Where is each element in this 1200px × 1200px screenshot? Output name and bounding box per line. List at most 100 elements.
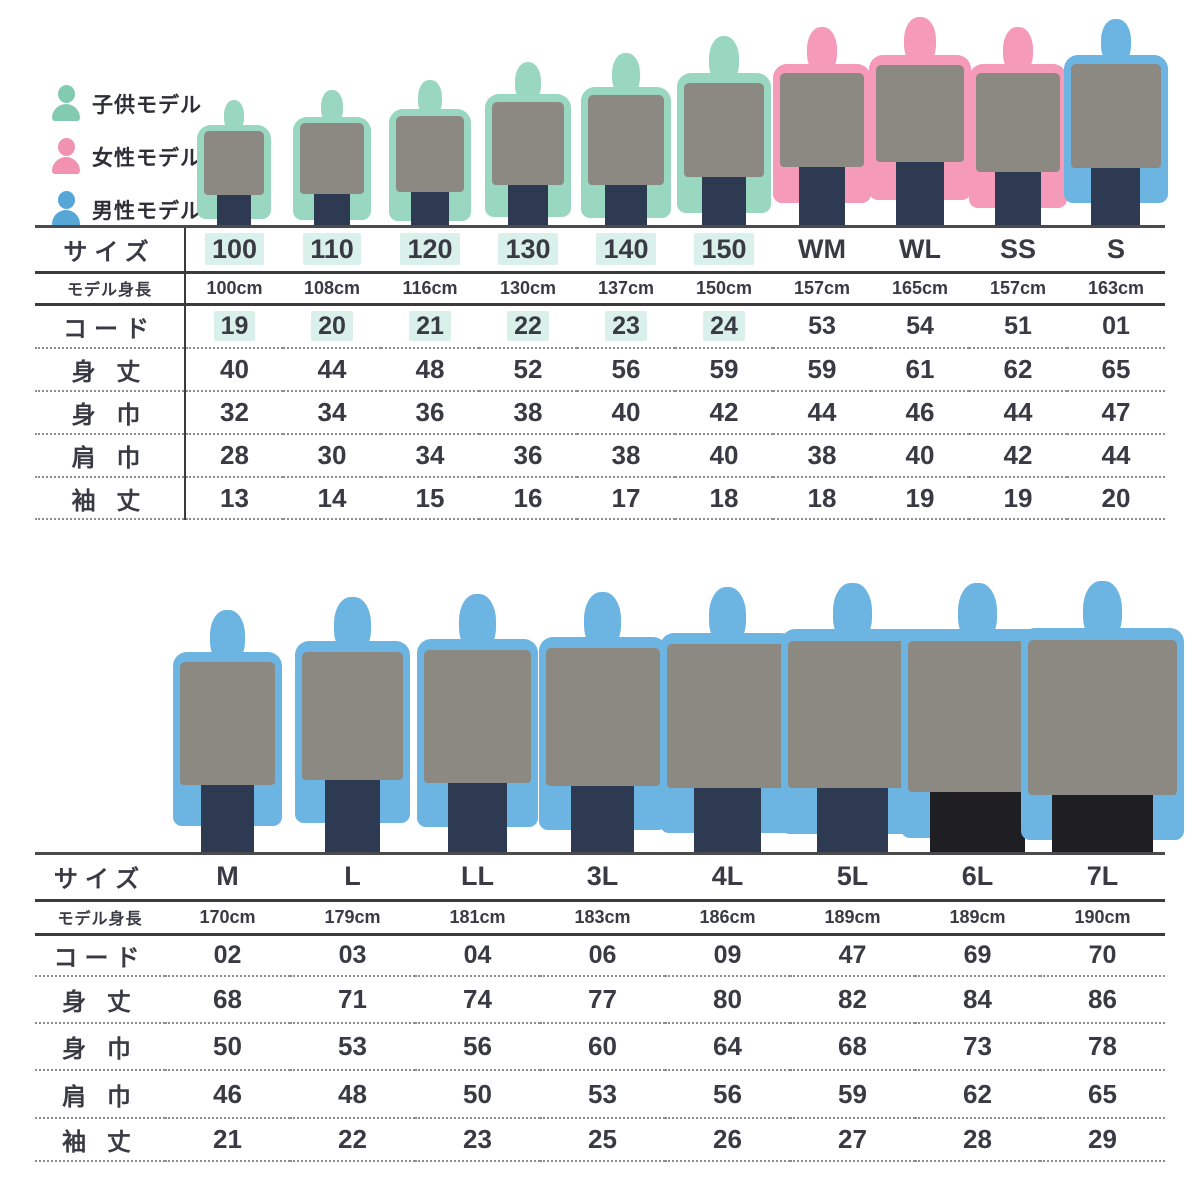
body_width-cell: 50 <box>165 1023 290 1071</box>
code-cell: 70 <box>1040 934 1165 977</box>
row-body_length: 身 丈 40 44 48 52 56 59 59 61 62 65 <box>35 348 1165 392</box>
row-body_width: 身 巾 32 34 36 38 40 42 44 46 44 47 <box>35 391 1165 435</box>
body_length-cell: 59 <box>675 348 773 392</box>
model-figure-130 <box>483 61 573 228</box>
sleeve_length-cell: 13 <box>185 477 283 520</box>
row-sleeve_length: 袖 丈 13 14 15 16 17 18 18 19 19 20 <box>35 477 1165 520</box>
person-shoulders-shape <box>52 210 80 227</box>
shoulder_width-cell: 34 <box>381 434 479 478</box>
model-legs <box>1052 790 1153 855</box>
ground-line <box>35 852 1165 855</box>
model_height-cell: 137cm <box>577 272 675 306</box>
model-head <box>958 582 997 643</box>
shoulder_width-cell: 50 <box>415 1070 540 1119</box>
size-cell: S <box>1067 228 1165 274</box>
model-figure-120 <box>387 79 473 229</box>
body_length-cell: 86 <box>1040 976 1165 1024</box>
shoulder_width-cell: 46 <box>165 1070 290 1119</box>
model-tshirt <box>299 123 365 194</box>
model-tshirt <box>203 131 265 195</box>
sleeve_length-cell: 14 <box>283 477 381 520</box>
model-head <box>418 79 442 117</box>
model_height-cell: 116cm <box>381 272 479 306</box>
model-figure-WM <box>771 27 873 228</box>
model_height-cell: 157cm <box>969 272 1067 306</box>
model-head <box>1101 19 1131 66</box>
row-label-body_length: 身 丈 <box>35 348 186 392</box>
code-cell: 22 <box>479 304 577 349</box>
code-cell: 69 <box>915 934 1040 977</box>
model-legs <box>816 784 889 855</box>
body_length-cell: 40 <box>185 348 283 392</box>
row-label-body_width: 身 巾 <box>35 391 186 435</box>
body_length-cell: 48 <box>381 348 479 392</box>
model_height-cell: 108cm <box>283 272 381 306</box>
body_length-cell: 74 <box>415 976 540 1024</box>
person-head-shape <box>58 138 75 156</box>
code-cell: 24 <box>675 304 773 349</box>
body_length-cell: 80 <box>665 976 790 1024</box>
highlighted-value: 23 <box>605 310 647 341</box>
code-cell: 06 <box>540 934 665 977</box>
person-head-shape <box>58 191 75 209</box>
model-legs <box>201 780 254 855</box>
body_width-cell: 40 <box>577 391 675 435</box>
shoulder_width-cell: 62 <box>915 1070 1040 1119</box>
sleeve_length-cell: 20 <box>1067 477 1165 520</box>
row-label-code: コード <box>35 934 165 977</box>
size-cell: 120 <box>381 228 479 274</box>
model-head <box>708 36 740 84</box>
row-label-body_width: 身 巾 <box>35 1023 165 1071</box>
body_length-cell: 61 <box>871 348 969 392</box>
table-body: サイズ 100 110 120 130 140 150 WM WL SS S モデル身長 100cm 10… <box>35 228 1165 520</box>
model-head <box>833 582 872 643</box>
model-legs <box>605 179 647 228</box>
model-head <box>1083 581 1122 642</box>
sleeve_length-cell: 18 <box>773 477 871 520</box>
model-figure-110 <box>291 89 374 229</box>
legend-item-label: 男性モデル <box>92 200 202 223</box>
row-label-code: コード <box>35 304 186 349</box>
legend-item-label: 子供モデル <box>92 94 202 117</box>
shoulder_width-cell: 48 <box>290 1070 415 1119</box>
model_height-cell: 150cm <box>675 272 773 306</box>
row-model_height: モデル身長 100cm 108cm 116cm 130cm 137cm 150cm 157cm… <box>35 272 1165 306</box>
model_height-cell: 183cm <box>540 900 665 936</box>
model-head <box>708 587 747 647</box>
model-legs <box>571 782 634 855</box>
model-tshirt <box>876 64 964 163</box>
model-legs <box>314 188 350 229</box>
table-body: サイズ M L LL 3L 4L 5L 6L 7L モデル身長 170cm 179cm 181cm 183… <box>35 855 1165 1162</box>
size-cell: 5L <box>790 855 915 902</box>
model-legs <box>508 180 548 228</box>
legend-item-women: 女性モデル <box>50 137 202 177</box>
row-label-sleeve_length: 袖 丈 <box>35 1118 165 1162</box>
body_width-cell: 44 <box>773 391 871 435</box>
size-cell: 3L <box>540 855 665 902</box>
model-tshirt <box>666 644 789 789</box>
model-tshirt <box>1028 639 1177 795</box>
shoulder_width-cell: 56 <box>665 1070 790 1119</box>
body_length-cell: 65 <box>1067 348 1165 392</box>
size-cell: M <box>165 855 290 902</box>
sleeve_length-cell: 26 <box>665 1118 790 1162</box>
model-head <box>320 89 343 125</box>
sleeve_length-cell: 27 <box>790 1118 915 1162</box>
sleeve_length-cell: 18 <box>675 477 773 520</box>
highlighted-value: 100 <box>204 232 265 265</box>
highlighted-value: 19 <box>213 310 256 341</box>
row-label-shoulder_width: 肩 巾 <box>35 434 186 478</box>
row-label-model_height: モデル身長 <box>35 272 186 306</box>
model_height-cell: 130cm <box>479 272 577 306</box>
row-label-size: サイズ <box>35 855 165 902</box>
code-cell: 02 <box>165 934 290 977</box>
legend-item-kids: 子供モデル <box>50 84 202 124</box>
sleeve_length-cell: 21 <box>165 1118 290 1162</box>
shoulder_width-cell: 59 <box>790 1070 915 1119</box>
body_width-cell: 44 <box>969 391 1067 435</box>
model_height-cell: 181cm <box>415 900 540 936</box>
highlighted-value: 140 <box>596 232 656 265</box>
size-table-large-sizes: サイズ M L LL 3L 4L 5L 6L 7L モデル身長 170cm 179cm 181cm 183… <box>35 855 1165 1162</box>
code-cell: 01 <box>1067 304 1165 349</box>
size-cell: L <box>290 855 415 902</box>
